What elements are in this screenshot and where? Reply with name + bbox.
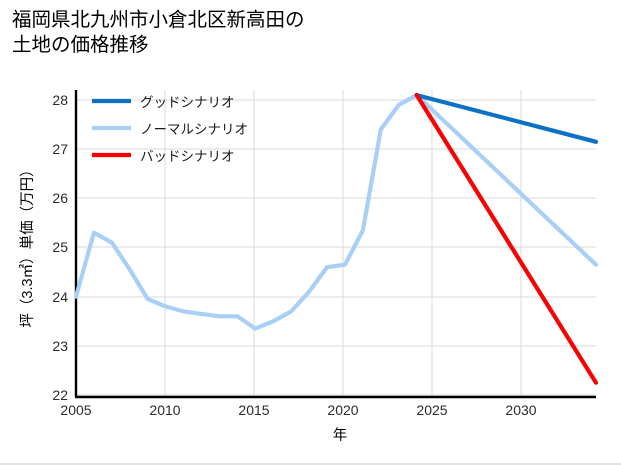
series-line-normal [73,92,599,331]
y-tick-26: 26 [52,190,68,206]
x-axis-title: 年 [333,427,348,444]
series-line-good [414,92,599,144]
y-tick-24: 24 [52,289,68,305]
page-bottom-divider [0,463,621,465]
series-line-bad [414,92,599,385]
x-tick-2025: 2025 [416,402,447,418]
x-tick-2005: 2005 [60,402,91,418]
x-tick-2015: 2015 [238,402,269,418]
x-tick-labels: 2005 2010 2015 2020 2025 2030 [60,402,536,418]
chart-legend: グッドシナリオ ノーマルシナリオ バッドシナリオ [92,95,248,164]
y-tick-28: 28 [52,92,68,108]
y-tick-27: 27 [52,141,68,157]
legend-label-bad: バッドシナリオ [140,149,235,164]
x-tick-2020: 2020 [327,402,358,418]
x-tick-2030: 2030 [505,402,536,418]
legend-label-good: グッドシナリオ [140,95,235,110]
y-tick-25: 25 [52,239,68,255]
y-tick-23: 23 [52,338,68,354]
x-tick-2010: 2010 [149,402,180,418]
y-tick-22: 22 [52,387,68,403]
horizontal-gridlines [76,99,596,396]
y-axis-title: 坪（3.3㎡）単価（万円） [19,162,36,327]
legend-label-normal: ノーマルシナリオ [140,122,248,137]
y-tick-labels: 28 27 26 25 24 23 22 [52,92,68,403]
page-title: 福岡県北九州市小倉北区新高田の 土地の価格推移 [12,9,305,56]
